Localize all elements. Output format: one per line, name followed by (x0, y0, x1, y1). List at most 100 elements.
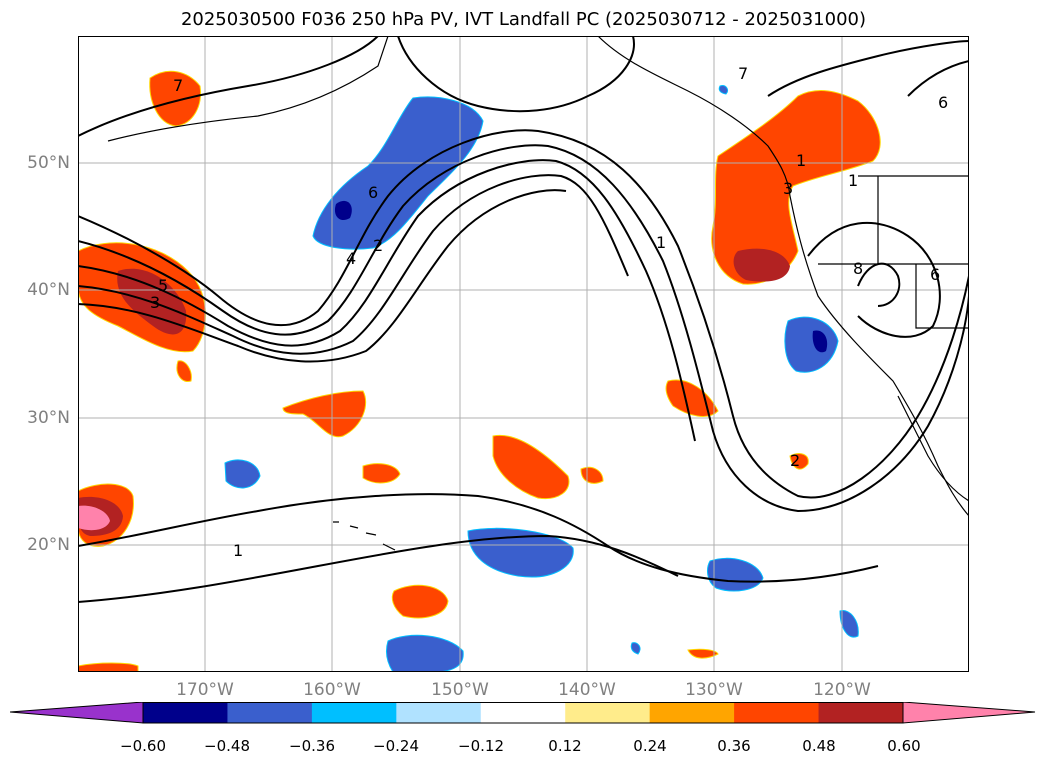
negative-anomaly-blob (467, 527, 574, 578)
contour-label: 5 (158, 276, 168, 295)
contour-label: 8 (853, 259, 863, 278)
contour-label: 7 (173, 76, 183, 95)
negative-anomaly-core (334, 200, 352, 221)
colorbar-tick-label: 0.60 (887, 737, 921, 755)
contour-label: 3 (783, 179, 793, 198)
lon-label: 150°W (431, 680, 489, 700)
contour-labels: 7 6 5 4 3 2 1 1 1 1 6 6 8 7 3 2 (150, 64, 948, 560)
state-border (915, 264, 969, 329)
contour-label: 7 (738, 64, 748, 83)
contour-label: 2 (790, 451, 800, 470)
negative-anomaly-blob (630, 642, 641, 655)
colorbar-tick-label: 0.48 (802, 737, 836, 755)
negative-anomaly-blob (224, 459, 261, 489)
alaska-coast (107, 36, 389, 142)
lat-label: 50°N (27, 153, 70, 173)
positive-anomaly-blob (362, 463, 401, 484)
positive-anomaly-blob (580, 466, 604, 484)
lon-label: 140°W (558, 680, 616, 700)
colorbar-cell (565, 702, 651, 723)
contour-line (857, 262, 901, 307)
colorbar-tick-label: −0.48 (204, 737, 250, 755)
colorbar-frame (142, 702, 904, 724)
contour-label: 6 (938, 93, 948, 112)
map-canvas: 7 6 5 4 3 2 1 1 1 1 6 6 8 7 3 2 (78, 36, 969, 672)
contour-label: 6 (368, 183, 378, 202)
contour-label: 3 (150, 293, 160, 312)
map-panel: 7 6 5 4 3 2 1 1 1 1 6 6 8 7 3 2 (78, 36, 969, 672)
negative-anomaly-blob (385, 634, 464, 672)
colorbar-tick-label: −0.12 (458, 737, 504, 755)
colorbar-tick-label: −0.36 (289, 737, 335, 755)
lat-label: 30°N (27, 408, 70, 428)
colorbar (10, 702, 1036, 724)
contour-label: 2 (373, 236, 383, 255)
colorbar-extend-low (10, 702, 144, 724)
contour-label: 1 (796, 151, 806, 170)
baja-california (897, 395, 969, 502)
map-frame (78, 36, 969, 672)
contour-line (78, 36, 379, 137)
positive-anomaly-blob (391, 584, 449, 619)
alaska-panhandle-coast (597, 36, 791, 197)
colorbar-tick-label: 0.12 (548, 737, 582, 755)
positive-anomaly-peak (78, 505, 110, 531)
colorbar-cell (649, 702, 735, 723)
contour-line (78, 159, 696, 442)
colorbar-tick-label: −0.24 (373, 737, 419, 755)
colorbar-cell (480, 702, 566, 723)
contour-line (78, 174, 629, 355)
lon-label: 170°W (176, 680, 234, 700)
contour-label: 4 (346, 249, 356, 268)
map-title: 2025030500 F036 250 hPa PV, IVT Landfall… (180, 9, 867, 30)
colorbar-tick-label: −0.60 (120, 737, 166, 755)
lat-label: 40°N (27, 280, 70, 300)
lat-label: 20°N (27, 535, 70, 555)
negative-anomaly-blob (784, 316, 839, 373)
negative-anomaly-blob (707, 557, 764, 592)
positive-anomaly-blob (687, 648, 719, 659)
lon-label: 160°W (303, 680, 361, 700)
contour-line (397, 36, 635, 113)
contour-label: 6 (930, 265, 940, 284)
colorbar-cell (311, 702, 397, 723)
colorbar-cell (227, 702, 313, 723)
colorbar-tick-label: 0.36 (717, 737, 751, 755)
lon-label: 120°W (813, 680, 871, 700)
hawaiian-islands (333, 521, 396, 551)
contour-label: 1 (233, 541, 243, 560)
contour-line (78, 129, 969, 499)
negative-anomaly-blob (839, 610, 859, 638)
positive-anomaly-blob (176, 360, 192, 383)
positive-anomaly-blob (665, 379, 719, 417)
positive-anomaly-blob (711, 90, 881, 285)
positive-anomaly-blob (492, 434, 570, 500)
positive-anomaly-core (733, 248, 790, 282)
positive-anomaly-blob (282, 390, 367, 438)
negative-anomaly-blob (718, 85, 729, 95)
colorbar-cells (143, 702, 904, 723)
colorbar-tick-label: 0.24 (633, 737, 667, 755)
colorbar-cell (818, 702, 904, 723)
colorbar-cell (143, 702, 228, 723)
lon-label: 130°W (685, 680, 743, 700)
contour-line (78, 493, 879, 583)
contour-line (767, 40, 969, 97)
coastlines (107, 36, 969, 551)
contour-label: 1 (848, 171, 858, 190)
positive-anomaly-blob (789, 453, 809, 470)
contour-label: 1 (656, 233, 666, 252)
negative-anomaly-core (812, 330, 828, 353)
contour-line (78, 189, 567, 363)
negative-anomaly-blob (312, 96, 484, 250)
contour-line (78, 534, 679, 603)
contour-line (907, 60, 969, 97)
colorbar-cell (734, 702, 820, 723)
positive-anomaly-blob (78, 662, 139, 672)
colorbar-extend-high (902, 702, 1036, 724)
north-america-west-coast (789, 195, 969, 517)
shading-layer (78, 70, 881, 672)
contours (78, 36, 969, 603)
contour-line (807, 221, 941, 338)
graticule (78, 36, 969, 672)
